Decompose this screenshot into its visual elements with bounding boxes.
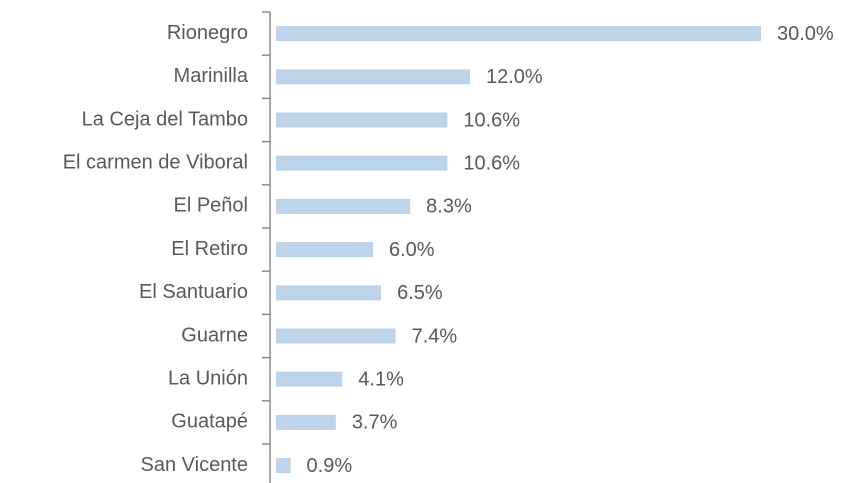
bar (276, 26, 761, 42)
value-label: 6.0% (389, 239, 435, 261)
category-label: San Vicente (141, 454, 249, 476)
category-label: Marinilla (174, 65, 249, 87)
category-label: El Santuario (139, 281, 248, 303)
value-label: 10.6% (463, 152, 520, 174)
bar (276, 414, 336, 430)
value-label: 7.4% (412, 325, 458, 347)
bar (276, 155, 448, 171)
bar (276, 285, 382, 301)
category-label: Guarne (181, 324, 248, 346)
value-label: 8.3% (426, 196, 472, 218)
value-label: 4.1% (358, 368, 404, 390)
value-label: 10.6% (463, 109, 520, 131)
category-label: El Retiro (171, 238, 248, 260)
value-label: 3.7% (352, 412, 398, 434)
category-label: Rionegro (167, 22, 248, 44)
bar (276, 242, 373, 258)
bar (276, 69, 470, 85)
value-label: 12.0% (486, 66, 543, 88)
value-label: 0.9% (307, 455, 353, 477)
category-label: La Unión (168, 367, 248, 389)
category-label: El Peñol (174, 195, 249, 217)
bar (276, 371, 343, 387)
bar (276, 198, 411, 214)
value-label: 30.0% (777, 23, 834, 45)
value-label: 6.5% (397, 282, 443, 304)
bar (276, 112, 448, 128)
category-label: Guatapé (171, 411, 248, 433)
category-label: El carmen de Viboral (63, 151, 248, 173)
category-label: La Ceja del Tambo (82, 108, 248, 130)
bar (276, 458, 291, 474)
bar (276, 328, 396, 344)
